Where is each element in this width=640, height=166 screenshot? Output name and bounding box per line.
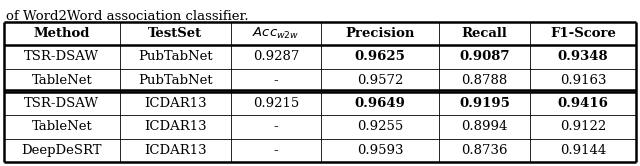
Text: DeepDeSRT: DeepDeSRT (22, 144, 102, 157)
Text: 0.9649: 0.9649 (355, 97, 406, 110)
Text: TableNet: TableNet (31, 74, 92, 87)
Text: 0.9593: 0.9593 (357, 144, 403, 157)
Text: Precision: Precision (346, 27, 415, 40)
Text: ICDAR13: ICDAR13 (144, 97, 207, 110)
Text: TableNet: TableNet (31, 121, 92, 133)
Text: 0.9255: 0.9255 (357, 121, 403, 133)
Text: -: - (274, 121, 278, 133)
Text: PubTabNet: PubTabNet (138, 50, 212, 64)
Text: 0.8788: 0.8788 (461, 74, 508, 87)
Text: of Word2Word association classifier.: of Word2Word association classifier. (6, 10, 248, 23)
Text: 0.9087: 0.9087 (459, 50, 509, 64)
Text: ICDAR13: ICDAR13 (144, 144, 207, 157)
Text: 0.9163: 0.9163 (559, 74, 606, 87)
Text: 0.9572: 0.9572 (357, 74, 403, 87)
Text: TSR-DSAW: TSR-DSAW (24, 50, 99, 64)
Text: TestSet: TestSet (148, 27, 202, 40)
Text: 0.9215: 0.9215 (253, 97, 299, 110)
Text: 0.9348: 0.9348 (557, 50, 608, 64)
Text: 0.9625: 0.9625 (355, 50, 406, 64)
Text: 0.8994: 0.8994 (461, 121, 508, 133)
Text: -: - (274, 144, 278, 157)
Text: 0.9287: 0.9287 (253, 50, 299, 64)
Text: TSR-DSAW: TSR-DSAW (24, 97, 99, 110)
Text: PubTabNet: PubTabNet (138, 74, 212, 87)
Text: 0.9144: 0.9144 (560, 144, 606, 157)
Text: $\mathit{Acc}_{w2w}$: $\mathit{Acc}_{w2w}$ (252, 26, 300, 41)
Text: F1-Score: F1-Score (550, 27, 616, 40)
Text: -: - (274, 74, 278, 87)
Text: 0.8736: 0.8736 (461, 144, 508, 157)
Text: Recall: Recall (461, 27, 508, 40)
Text: 0.9195: 0.9195 (459, 97, 510, 110)
Text: 0.9416: 0.9416 (557, 97, 609, 110)
Text: 0.9122: 0.9122 (560, 121, 606, 133)
Text: Method: Method (34, 27, 90, 40)
Text: ICDAR13: ICDAR13 (144, 121, 207, 133)
